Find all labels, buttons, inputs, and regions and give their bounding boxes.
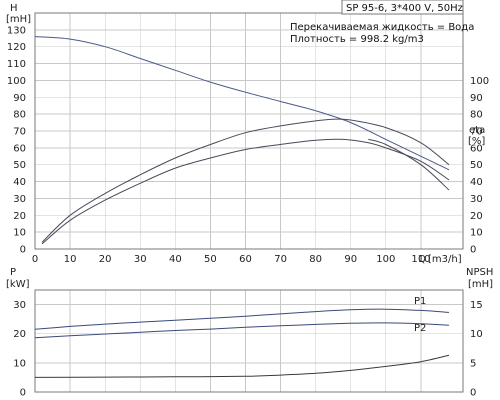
eta-tick-label: 100	[470, 76, 489, 87]
head-tick-label: 60	[13, 143, 26, 154]
head-tick-label: 130	[7, 25, 26, 36]
power-tick-label: 0	[20, 388, 26, 399]
flow-tick-label: 90	[344, 254, 357, 265]
power-tick-label: 10	[13, 358, 26, 369]
flow-tick-label: 110	[411, 254, 430, 265]
head-tick-label: 100	[7, 76, 26, 87]
eta-tick-label: 30	[470, 194, 483, 205]
eta-tick-label: 70	[470, 127, 483, 138]
eta-tick-label: 80	[470, 110, 483, 121]
top-plot-series	[34, 36, 450, 245]
head-tick-label: 0	[20, 245, 26, 256]
eta-tick-label: 50	[470, 160, 483, 171]
head-axis-title: H	[10, 3, 18, 14]
fluid-annotation: Перекачиваемая жидкость = Вода	[290, 22, 474, 33]
flow-tick-label: 100	[376, 254, 395, 265]
flow-tick-label: 80	[309, 254, 322, 265]
npsh-curve	[34, 354, 450, 378]
head-tick-label: 70	[13, 127, 26, 138]
npsh-tick-label: 0	[470, 388, 476, 399]
power-tick-label: 20	[13, 329, 26, 340]
flow-axis-unit: [m3/h]	[428, 254, 462, 265]
head-tick-label: 50	[13, 160, 26, 171]
eta-axis-title: eta	[469, 125, 485, 136]
bottom-plot-series	[34, 308, 450, 378]
series-label-p1: P1	[414, 296, 426, 307]
flow-tick-label: 10	[64, 254, 77, 265]
flow-tick-label: 50	[204, 254, 217, 265]
bottom-plot-frame	[34, 289, 464, 393]
top-plot-tick-labels: 0102030405060708090100110120130010203040…	[7, 25, 489, 265]
head-tick-label: 90	[13, 93, 26, 104]
eta-tick-label: 60	[470, 143, 483, 154]
eta-tick-label: 10	[470, 228, 483, 239]
efficiency-curve-3	[368, 138, 450, 191]
power-axis-title: P	[10, 267, 16, 278]
bottom-plot-tick-labels: 0 10 20 30 0 5 10 15	[13, 300, 482, 398]
power-curve-p2	[34, 322, 450, 339]
flow-tick-label: 20	[99, 254, 112, 265]
eta-tick-label: 20	[470, 211, 483, 222]
head-tick-label: 30	[13, 194, 26, 205]
efficiency-curve-1	[41, 118, 450, 243]
flow-axis-label: Q	[418, 254, 426, 265]
eta-tick-label: 90	[470, 93, 483, 104]
head-axis-unit: [mH]	[6, 14, 31, 25]
npsh-axis-unit: [mH]	[468, 279, 493, 290]
npsh-tick-label: 5	[470, 358, 476, 369]
power-curve-p1	[34, 308, 450, 330]
eta-tick-label: 0	[470, 245, 476, 256]
flow-tick-label: 60	[239, 254, 252, 265]
top-plot-frame	[34, 12, 464, 250]
head-tick-label: 20	[13, 211, 26, 222]
efficiency-curve-2	[41, 138, 450, 245]
flow-tick-label: 0	[32, 254, 38, 265]
head-tick-label: 110	[7, 59, 26, 70]
series-label-p2: P2	[414, 323, 426, 334]
chart-title: SP 95-6, 3*400 V, 50Hz	[346, 3, 463, 14]
flow-tick-label: 40	[169, 254, 182, 265]
head-tick-label: 10	[13, 228, 26, 239]
npsh-axis-title: NPSH	[466, 267, 493, 278]
npsh-tick-label: 15	[470, 300, 483, 311]
eta-axis-unit: [%]	[468, 136, 485, 147]
head-curve-0	[34, 36, 450, 171]
power-axis-unit: [kW]	[6, 279, 30, 290]
head-tick-label: 120	[7, 42, 26, 53]
head-tick-label: 80	[13, 110, 26, 121]
head-tick-label: 40	[13, 177, 26, 188]
npsh-tick-label: 10	[470, 329, 483, 340]
eta-tick-label: 40	[470, 177, 483, 188]
flow-tick-label: 30	[134, 254, 147, 265]
top-plot-grid	[34, 13, 463, 250]
density-annotation: Плотность = 998.2 kg/m3	[290, 34, 424, 45]
flow-tick-label: 70	[274, 254, 287, 265]
power-tick-label: 30	[13, 300, 26, 311]
title-box	[341, 0, 464, 15]
